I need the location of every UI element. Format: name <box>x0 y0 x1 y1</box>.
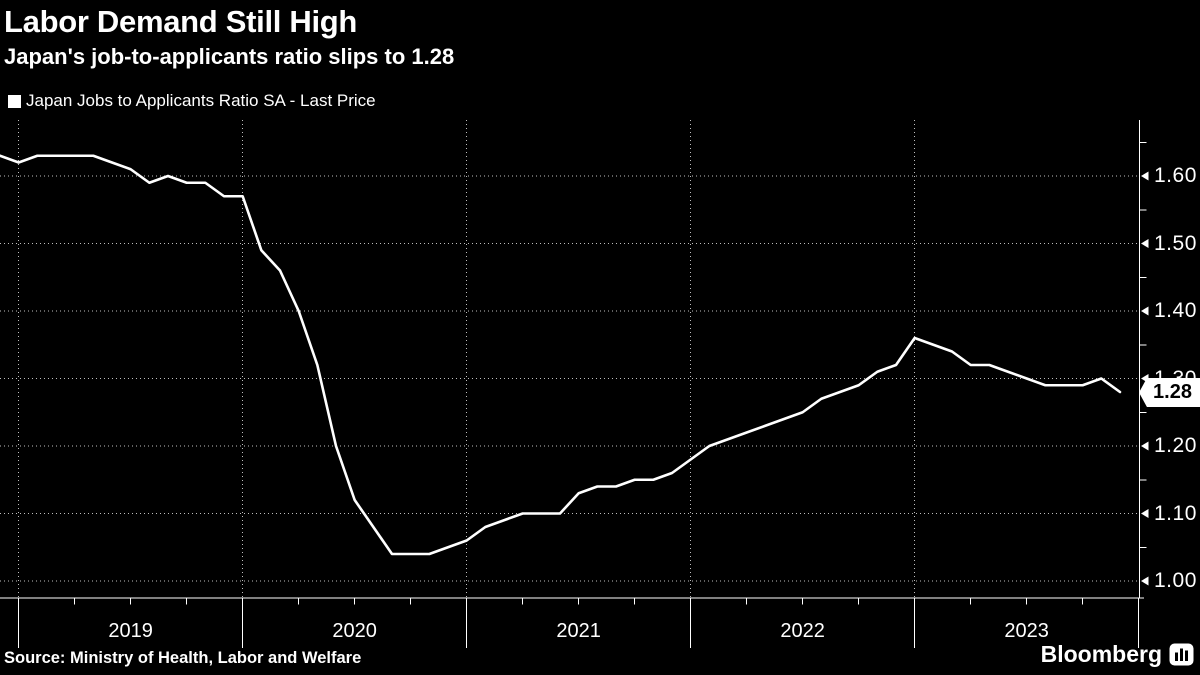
y-axis-label: 1.10 <box>1154 501 1197 525</box>
x-axis-year-label: 2023 <box>1004 620 1049 642</box>
bloomberg-logo: Bloomberg <box>1041 641 1194 668</box>
x-axis-year-label: 2019 <box>108 620 153 642</box>
y-axis-label: 1.60 <box>1154 164 1197 187</box>
y-major-tick-arrow <box>1141 239 1149 248</box>
y-axis-label: 1.40 <box>1154 299 1197 322</box>
y-axis-label: 1.00 <box>1154 569 1197 592</box>
chart-subtitle: Japan's job-to-applicants ratio slips to… <box>4 44 455 69</box>
y-major-tick-arrow <box>1141 306 1149 316</box>
x-axis-year-label: 2021 <box>556 620 601 642</box>
series-line <box>0 154 1122 556</box>
y-axis-label: 1.50 <box>1154 231 1197 255</box>
y-major-tick-arrow <box>1141 441 1149 451</box>
bloomberg-chart-icon <box>1169 643 1194 666</box>
chart-title: Labor Demand Still High <box>4 4 358 39</box>
x-axis-year-label: 2020 <box>332 620 377 642</box>
source-note: Source: Ministry of Health, Labor and We… <box>4 649 362 667</box>
y-major-tick-arrow <box>1141 509 1149 518</box>
legend: Japan Jobs to Applicants Ratio SA - Last… <box>8 91 376 111</box>
legend-label: Japan Jobs to Applicants Ratio SA - Last… <box>26 91 376 110</box>
y-major-tick-arrow <box>1141 171 1149 181</box>
x-axis-year-label: 2022 <box>780 620 825 642</box>
bloomberg-wordmark: Bloomberg <box>1040 641 1162 667</box>
legend-swatch-icon <box>8 94 21 108</box>
last-price-badge: 1.28 <box>1139 378 1200 407</box>
y-axis-label: 1.20 <box>1154 434 1197 457</box>
y-major-tick-arrow <box>1141 576 1149 586</box>
